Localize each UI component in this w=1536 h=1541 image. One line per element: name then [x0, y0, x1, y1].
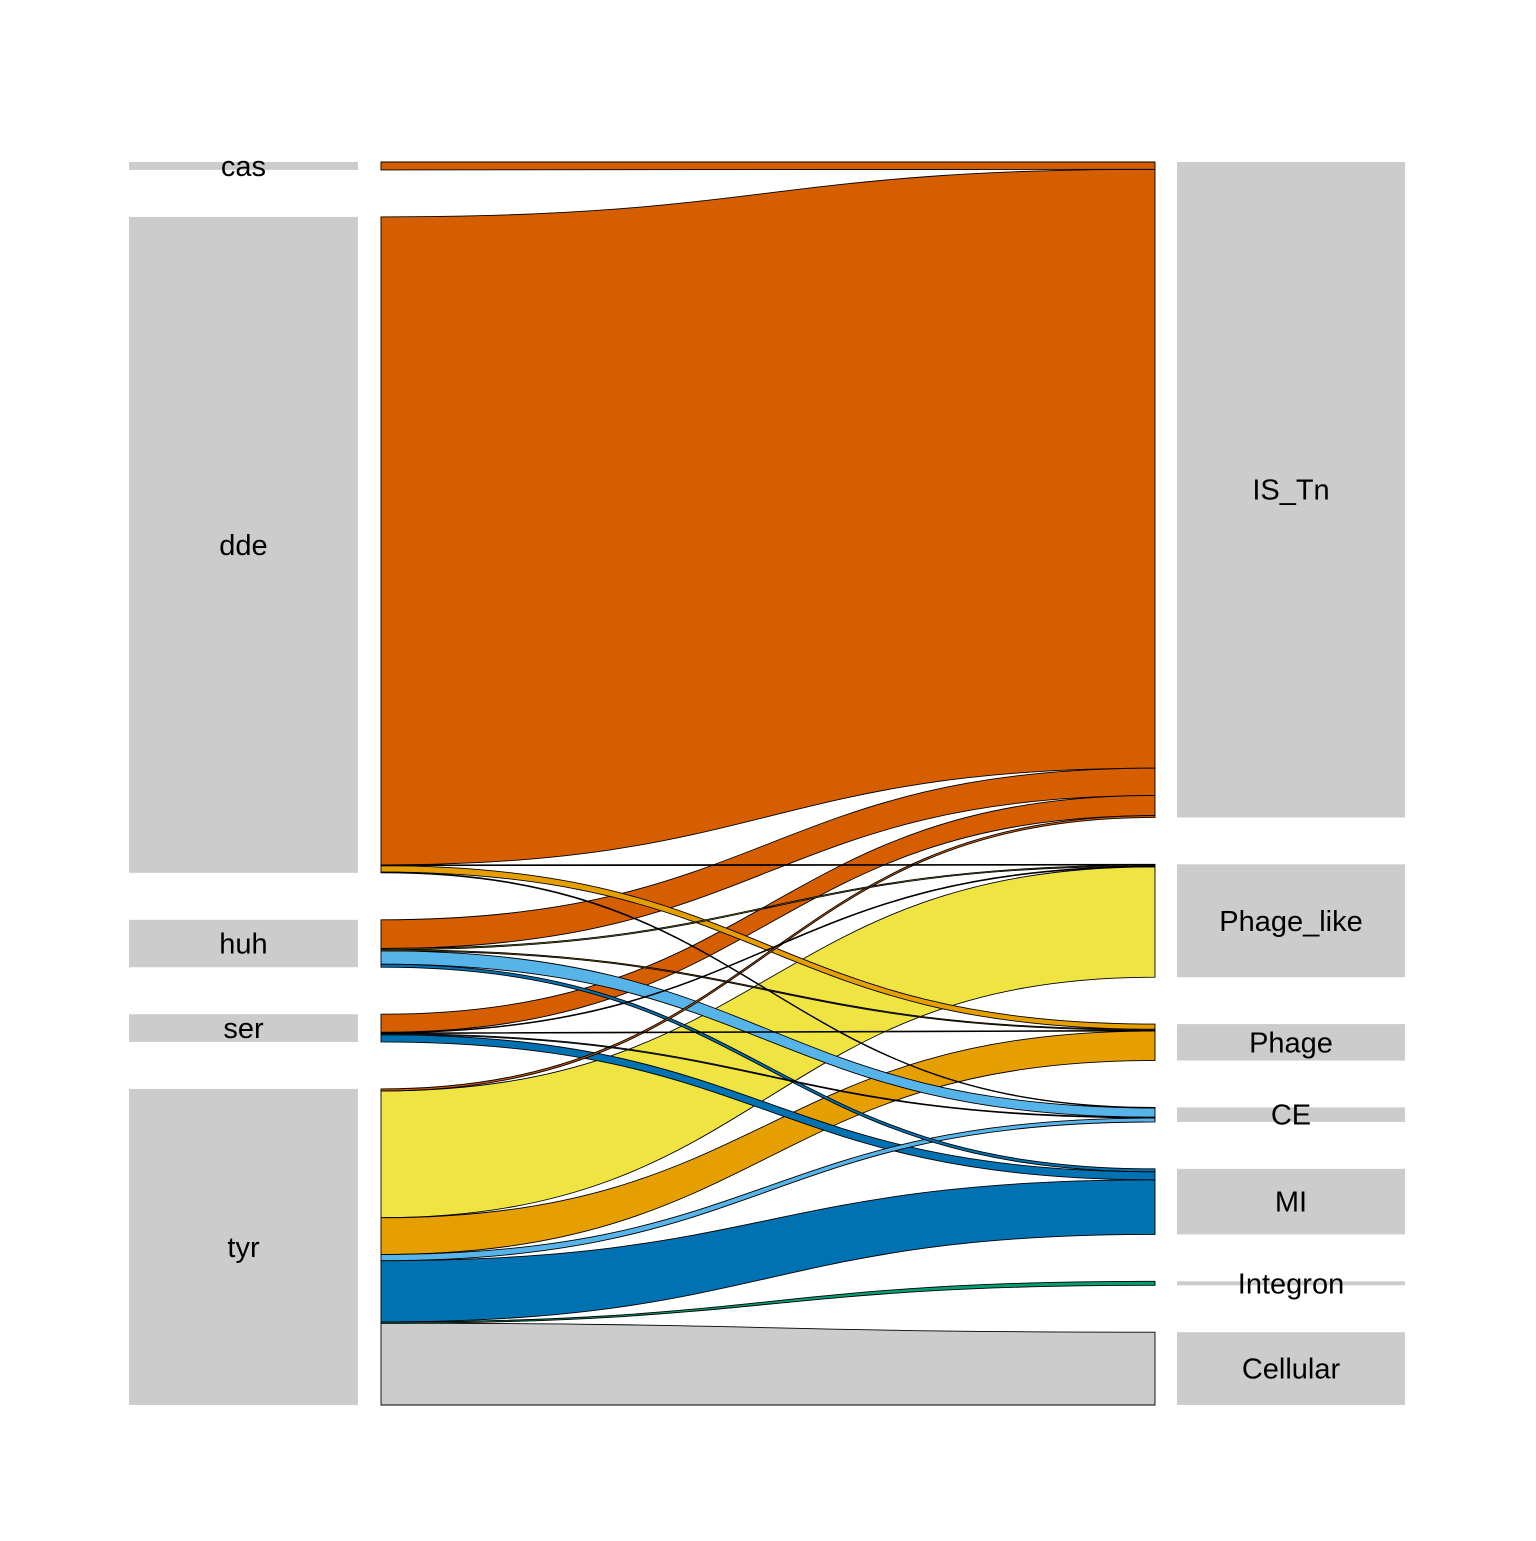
right-axis-box-cellular [1177, 1332, 1405, 1405]
right-axis-box-ce [1177, 1107, 1405, 1122]
left-axis-label-tyr: tyr [227, 1232, 260, 1264]
flow-ser-to-MI [380, 1034, 1156, 1181]
right-axis-label-ce: CE [1271, 1100, 1311, 1132]
flow-ser-to-Phage_like [380, 865, 1156, 1034]
flow-layer [380, 161, 1156, 1406]
right-axis-box-mi [1177, 1168, 1405, 1235]
right-axis-label-phage-like: Phage_like [1219, 906, 1363, 938]
left-axis-box-huh [129, 919, 358, 968]
right-axis-box-is-tn [1177, 162, 1405, 818]
right-axis-label-cellular: Cellular [1242, 1354, 1341, 1386]
left-axis-label-ser: ser [223, 1013, 264, 1045]
flow-cas-to-IS_Tn [380, 161, 1156, 171]
flow-tyr-to-MI [380, 1179, 1156, 1323]
right-axis-box-integron [1177, 1281, 1405, 1286]
axis-label-layer: cas dde huh ser tyr IS_Tn Phage_like Phage CE MI I… [219, 151, 1362, 1386]
right-axis-label-is-tn: IS_Tn [1252, 475, 1329, 507]
left-axis-label-huh: huh [219, 929, 267, 961]
axis-box-layer [129, 162, 1405, 1405]
right-axis-box-phage-like [1177, 864, 1405, 978]
flow-huh-to-MI [380, 963, 1156, 1173]
right-axis-box-phage [1177, 1024, 1405, 1061]
left-axis-box-cas [129, 162, 358, 170]
right-axis-label-integron: Integron [1238, 1268, 1344, 1300]
right-axis-label-mi: MI [1275, 1187, 1307, 1219]
flow-ser-to-CE [380, 1033, 1156, 1119]
flow-tyr-to-Cellular [380, 1322, 1156, 1406]
flow-ser-to-Phage [380, 1029, 1156, 1035]
flow-tyr-to-IS_Tn [380, 815, 1156, 1092]
flow-tyr-to-Integron [380, 1280, 1156, 1324]
flow-dde-to-CE [380, 871, 1156, 1109]
right-axis-label-phage: Phage [1249, 1027, 1333, 1059]
left-axis-box-tyr [129, 1088, 358, 1405]
flow-dde-to-Phage_like [380, 863, 1156, 867]
left-axis-label-cas: cas [221, 151, 266, 183]
flow-tyr-to-Phage [380, 1030, 1156, 1255]
left-axis-label-dde: dde [219, 530, 267, 562]
left-axis-box-ser [129, 1014, 358, 1042]
flow-tyr-to-CE [380, 1117, 1156, 1262]
left-axis-box-dde [129, 216, 358, 873]
flow-dde-to-IS_Tn [380, 168, 1156, 866]
